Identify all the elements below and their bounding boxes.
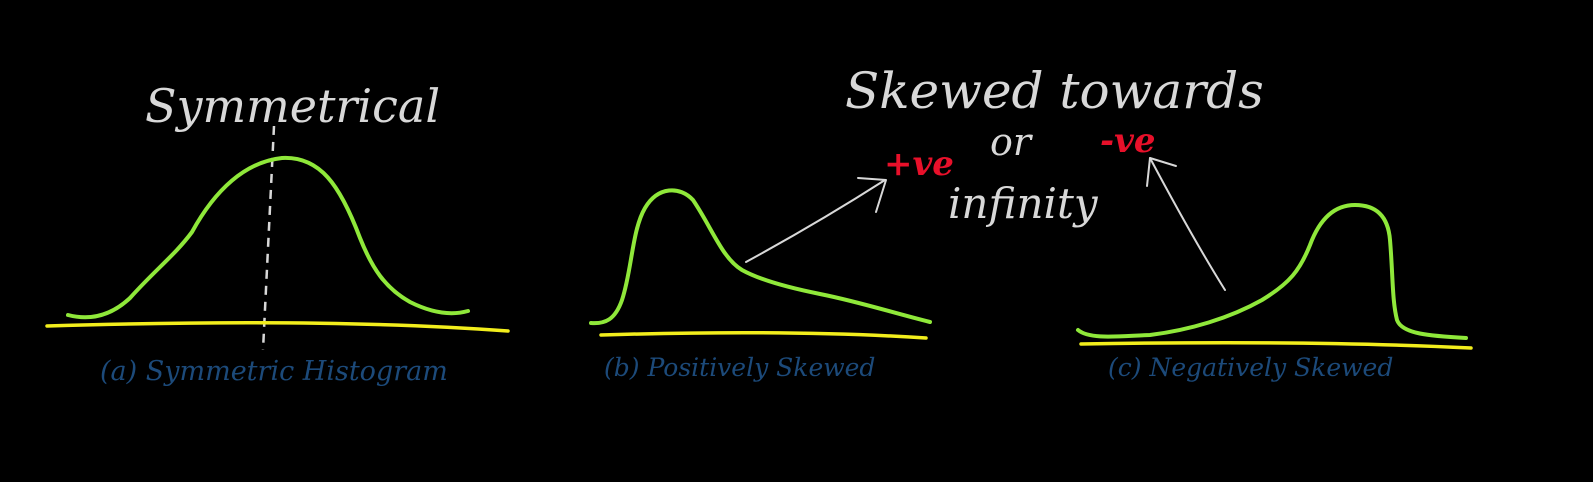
panel-positively-skewed: (b) Positively Skewed xyxy=(589,177,932,382)
note-or: or xyxy=(990,120,1034,164)
negative-skew-curve xyxy=(1076,203,1468,340)
note-skewed-towards: Skewed towards xyxy=(845,62,1264,120)
arrow-head-positive-icon xyxy=(857,177,887,213)
symmetric-curve xyxy=(66,155,470,320)
caption-negatively-skewed: (c) Negatively Skewed xyxy=(1108,353,1393,382)
arrow-to-negative-infinity xyxy=(1149,157,1226,291)
skew-direction-note: Skewed towards +ve or -ve infinity xyxy=(845,62,1264,228)
negative-skew-baseline xyxy=(1079,341,1473,350)
caption-symmetric-histogram: (a) Symmetric Histogram xyxy=(100,356,448,387)
caption-positively-skewed: (b) Positively Skewed xyxy=(604,353,875,382)
positive-skew-curve xyxy=(589,188,932,326)
arrow-to-positive-infinity xyxy=(745,179,886,263)
panel-symmetric: Symmetrical (a) Symmetric Histogram xyxy=(45,79,510,387)
note-plus-ve: +ve xyxy=(884,144,954,184)
arrow-head-negative-icon xyxy=(1146,157,1177,187)
note-infinity: infinity xyxy=(948,179,1099,228)
panel-negatively-skewed: (c) Negatively Skewed xyxy=(1076,157,1473,382)
symmetrical-title: Symmetrical xyxy=(145,79,440,133)
axis-of-symmetry-dashed-line xyxy=(261,125,276,351)
note-minus-ve: -ve xyxy=(1100,121,1156,161)
positive-skew-baseline xyxy=(599,330,928,340)
symmetric-baseline xyxy=(45,321,510,333)
